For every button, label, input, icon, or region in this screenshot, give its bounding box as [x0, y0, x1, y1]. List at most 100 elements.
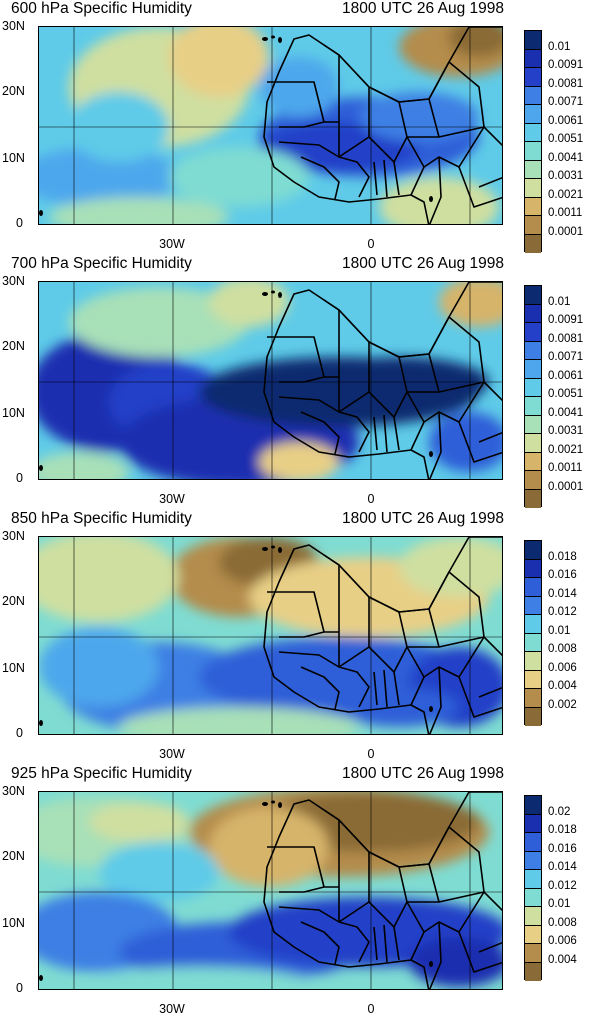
- colorbar-swatch: [525, 142, 541, 161]
- colorbar-label: 0.0041: [548, 406, 584, 419]
- panel-title: 700 hPa Specific Humidity: [11, 255, 192, 272]
- humidity-region: [169, 27, 269, 97]
- colorbar-swatch: [525, 415, 541, 434]
- country-borders: [263, 27, 502, 224]
- y-tick-label: 30N: [2, 19, 25, 33]
- colorbar-swatch: [525, 541, 541, 560]
- colorbar-swatch: [525, 216, 541, 235]
- colorbar-swatch: [525, 341, 541, 360]
- panel-time-label: 1800 UTC 26 Aug 1998: [341, 765, 504, 782]
- colorbar-label: 0.0051: [548, 388, 584, 400]
- colorbar-swatch: [525, 851, 541, 870]
- x-tick-label: 0: [367, 747, 375, 761]
- grid-lines: [39, 792, 502, 989]
- humidity-region: [69, 287, 249, 357]
- map-panel-4: 925 hPa Specific Humidity 1800 UTC 26 Au…: [0, 765, 600, 1020]
- x-tick-label: 30W: [159, 747, 185, 761]
- colorbar-label: 0.0051: [548, 133, 584, 145]
- colorbar-swatch: [525, 796, 541, 815]
- colorbar-label: 0.012: [548, 606, 577, 618]
- colorbar-label: 0.018: [548, 550, 577, 563]
- panel-title: 600 hPa Specific Humidity: [11, 0, 192, 17]
- colorbar-swatch: [525, 179, 541, 198]
- panel-title: 925 hPa Specific Humidity: [11, 765, 192, 782]
- y-tick-label: 0: [16, 471, 23, 485]
- humidity-field: [39, 282, 502, 479]
- colorbar-label: 0.004: [548, 680, 577, 692]
- y-tick-label: 10N: [2, 661, 25, 675]
- humidity-region: [259, 57, 339, 117]
- colorbar-swatch: [525, 434, 541, 453]
- colorbar-label: 0.0081: [548, 332, 584, 345]
- colorbar-label: 0.0001: [548, 480, 584, 493]
- colorbar-swatch: [525, 31, 541, 50]
- humidity-region: [39, 452, 129, 479]
- colorbar-label: 0.016: [548, 842, 577, 855]
- colorbar: [524, 540, 542, 726]
- colorbar-swatch: [525, 160, 541, 179]
- colorbar-label: 0.006: [548, 661, 577, 674]
- humidity-region: [359, 92, 479, 142]
- colorbar-label: 0.008: [548, 643, 577, 655]
- colorbar-label: 0.016: [548, 569, 577, 581]
- y-tick-label: 30N: [2, 784, 25, 798]
- colorbar: [524, 30, 542, 253]
- colorbar-swatch: [525, 888, 541, 907]
- colorbar-swatch: [525, 323, 541, 342]
- colorbar-swatch: [525, 286, 541, 305]
- grid-lines: [39, 537, 502, 734]
- colorbar-label: 0.008: [548, 916, 577, 929]
- y-tick-label: 10N: [2, 916, 25, 930]
- y-tick-label: 30N: [2, 529, 25, 543]
- humidity-region: [209, 282, 289, 327]
- panel-title: 850 hPa Specific Humidity: [11, 510, 192, 527]
- colorbar-swatch: [525, 944, 541, 963]
- colorbar-swatch: [525, 452, 541, 471]
- x-tick-label: 30W: [159, 1002, 185, 1016]
- y-tick-label: 0: [16, 216, 23, 230]
- colorbar-swatch: [525, 360, 541, 379]
- colorbar-label: 0.0071: [548, 351, 584, 363]
- humidity-region: [119, 707, 359, 734]
- humidity-region: [89, 802, 189, 842]
- colorbar-swatch: [525, 86, 541, 105]
- x-tick-label: 30W: [159, 492, 185, 506]
- x-tick-label: 0: [367, 492, 375, 506]
- colorbar-swatch: [525, 105, 541, 124]
- colorbar-swatch: [525, 68, 541, 87]
- colorbar-label: 0.0001: [548, 225, 584, 238]
- humidity-region: [49, 197, 229, 224]
- y-tick-label: 10N: [2, 151, 25, 165]
- grid-lines: [39, 27, 502, 224]
- colorbar-label: 0.01: [548, 624, 571, 637]
- y-tick-label: 20N: [2, 594, 25, 608]
- colorbar-swatch: [525, 471, 541, 490]
- panel-time-label: 1800 UTC 26 Aug 1998: [341, 255, 504, 272]
- colorbar-label: 0.004: [548, 953, 577, 966]
- colorbar-label: 0.02: [548, 805, 571, 818]
- humidity-region: [169, 147, 309, 207]
- humidity-region: [409, 937, 502, 987]
- colorbar-swatch: [525, 489, 541, 508]
- map-panel-3: 850 hPa Specific Humidity 1800 UTC 26 Au…: [0, 510, 600, 765]
- panel-time-label: 1800 UTC 26 Aug 1998: [341, 0, 504, 17]
- colorbar-label: 0.014: [548, 861, 577, 873]
- colorbar-label: 0.0091: [548, 59, 584, 71]
- colorbar-swatch: [525, 397, 541, 416]
- colorbar-swatch: [525, 689, 541, 708]
- country-borders: [263, 792, 502, 989]
- colorbar-label: 0.0091: [548, 314, 584, 326]
- colorbar-swatch: [525, 304, 541, 323]
- colorbar-label: 0.012: [548, 879, 577, 892]
- islands: [39, 35, 433, 216]
- humidity-region: [439, 282, 502, 327]
- colorbar-swatch: [525, 197, 541, 216]
- map-panel-2: 700 hPa Specific Humidity 1800 UTC 26 Au…: [0, 255, 600, 510]
- y-tick-label: 0: [16, 726, 23, 740]
- colorbar-swatch: [525, 962, 541, 981]
- colorbar-label: 0.0061: [548, 369, 584, 382]
- islands: [39, 290, 433, 471]
- x-tick-label: 0: [367, 1002, 375, 1016]
- colorbar-label: 0.0081: [548, 77, 584, 90]
- x-tick-label: 30W: [159, 237, 185, 251]
